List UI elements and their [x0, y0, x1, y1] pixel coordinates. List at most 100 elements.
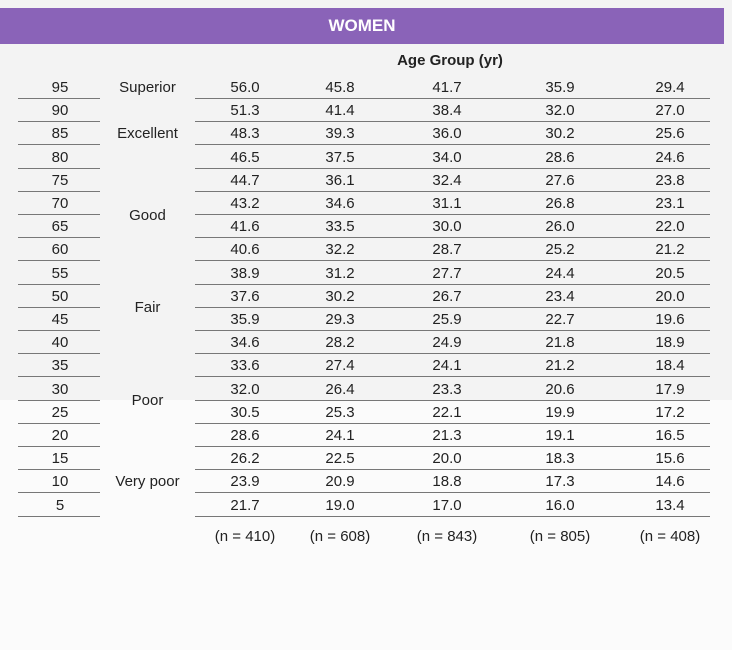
value-cell: 44.7 [230, 171, 260, 189]
value-cell: 31.2 [325, 264, 355, 282]
value-cell: 30.2 [325, 287, 355, 305]
value-cell: 20.6 [545, 380, 575, 398]
value-cell: 20.9 [325, 473, 355, 491]
row-rule [195, 214, 710, 215]
value-cell: 24.6 [655, 148, 685, 166]
value-cell: 39.3 [325, 125, 355, 143]
value-cell: 26.7 [432, 287, 462, 305]
value-cell: 27.6 [545, 171, 575, 189]
value-cell: 17.0 [432, 496, 462, 514]
value-cell: 16.5 [655, 427, 685, 444]
row-rule [18, 283, 100, 285]
value-cell: 46.5 [230, 148, 260, 166]
value-cell: 21.7 [230, 496, 260, 514]
value-cell: 23.3 [432, 380, 462, 398]
row-rule [18, 376, 100, 378]
row-rule [18, 515, 100, 517]
row-rule [195, 353, 710, 355]
value-cell: 22.7 [545, 311, 575, 328]
value-cell: 19.0 [325, 496, 355, 514]
percentile: 80 [51, 148, 69, 166]
value-cell: 30.2 [545, 125, 575, 143]
row-rule [18, 399, 100, 401]
percentile: 65 [51, 218, 69, 236]
value-cell: 26.8 [545, 195, 575, 212]
rating-label: Good [129, 206, 166, 224]
row-rule [18, 330, 100, 331]
value-cell: 28.6 [230, 427, 260, 444]
value-cell: 20.0 [655, 287, 685, 305]
value-cell: 37.6 [230, 287, 260, 305]
value-cell: 15.6 [655, 450, 685, 468]
row-rule [18, 306, 100, 308]
row-rule [195, 260, 710, 262]
row-rule [18, 121, 100, 123]
row-rule [18, 260, 100, 262]
value-cell: 20.0 [432, 450, 462, 468]
value-cell: 34.0 [432, 148, 462, 166]
value-cell: 24.1 [325, 427, 355, 444]
row-rule [18, 144, 100, 146]
percentile: 70 [51, 195, 69, 212]
row-rule [195, 376, 710, 378]
value-cell: 19.9 [545, 403, 575, 421]
percentile: 60 [51, 241, 69, 259]
row-rule [195, 446, 710, 447]
row-rule [18, 353, 100, 355]
percentile: 55 [51, 264, 69, 282]
value-cell: 35.9 [230, 311, 260, 328]
value-cell: 22.5 [325, 450, 355, 468]
value-cell: 36.1 [325, 171, 355, 189]
rating-label: Excellent [117, 125, 178, 143]
value-cell: 13.4 [655, 496, 685, 514]
table-title: WOMEN [328, 16, 396, 35]
percentile: 25 [51, 403, 69, 421]
row-rule [195, 121, 710, 123]
row-rule [18, 237, 100, 239]
row-rule [18, 469, 100, 471]
row-rule [195, 190, 710, 192]
value-cell: 33.6 [230, 357, 260, 375]
rating-label: Fair [134, 299, 161, 317]
percentile: 85 [51, 125, 69, 143]
percentile: 10 [51, 473, 69, 491]
value-cell: 34.6 [230, 334, 260, 352]
row-rule [18, 98, 100, 99]
value-cell: 28.2 [325, 334, 355, 352]
value-cell: 16.0 [545, 496, 575, 514]
percentile: 95 [51, 79, 69, 96]
row-rule [195, 237, 710, 239]
rating-label: Very poor [115, 473, 180, 491]
value-cell: 21.2 [655, 241, 685, 259]
percentile: 5 [55, 496, 65, 514]
value-cell: 34.6 [325, 195, 355, 212]
value-cell: 19.6 [655, 311, 685, 328]
value-cell: 18.8 [432, 473, 462, 491]
row-rule [18, 214, 100, 215]
row-rule [18, 167, 100, 169]
lower-panel [0, 400, 732, 650]
value-cell: 41.6 [230, 218, 260, 236]
row-rule [195, 399, 710, 401]
column-group-label: Age Group (yr) [397, 52, 503, 69]
value-cell: 32.2 [325, 241, 355, 259]
value-cell: 38.4 [432, 102, 462, 120]
row-rule [18, 446, 100, 447]
value-cell: 45.8 [325, 79, 355, 96]
value-cell: 51.3 [230, 102, 260, 120]
value-cell: 23.1 [655, 195, 685, 212]
value-cell: 18.3 [545, 450, 575, 468]
row-rule [195, 422, 710, 424]
row-rule [195, 98, 710, 99]
value-cell: 25.9 [432, 311, 462, 328]
header-bar [0, 8, 724, 44]
percentile: 35 [51, 357, 69, 375]
value-cell: 21.2 [545, 357, 575, 375]
percentile: 90 [51, 102, 69, 120]
value-cell: 32.0 [230, 380, 260, 398]
value-cell: 28.7 [432, 241, 462, 259]
sample-size: (n = 408) [639, 527, 701, 545]
percentile: 45 [51, 311, 69, 328]
value-cell: 41.4 [325, 102, 355, 120]
